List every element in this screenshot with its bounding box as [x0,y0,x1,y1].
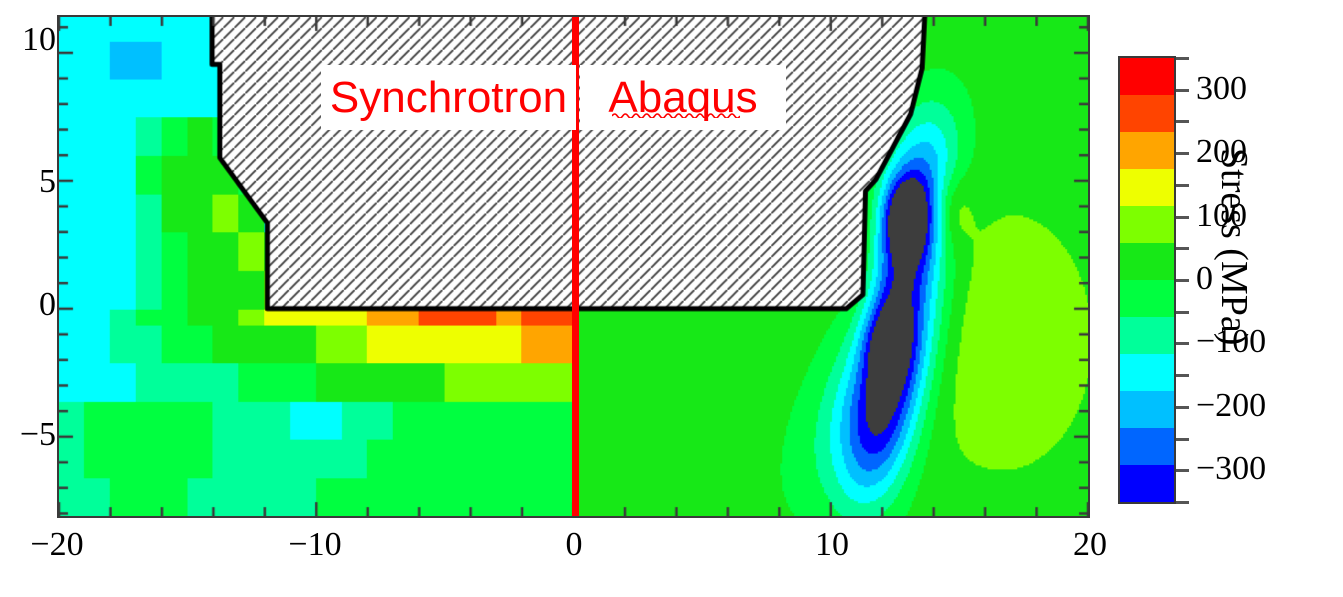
x-tick-label--20: −20 [30,526,84,563]
abaqus-label-box: Abaqus [580,65,786,130]
colorbar-tick [1176,88,1189,92]
x-tick-label-10: 10 [815,526,849,563]
colorbar-tick [1176,374,1189,378]
colorbar-band [1120,206,1174,243]
colorbar-band [1120,354,1174,391]
y-tick-label-0: 0 [39,286,56,323]
colorbar-tick [1176,120,1189,124]
colorbar-band [1120,391,1174,428]
colorbar-tick [1176,501,1189,504]
colorbar-tick [1176,183,1189,187]
colorbar-band [1120,428,1174,465]
colorbar-tick [1176,279,1189,282]
spellcheck-squiggle-icon [612,113,740,118]
colorbar-band [1120,58,1174,95]
colorbar [1118,56,1176,504]
abaqus-label: Abaqus [608,72,758,122]
colorbar-band [1120,132,1174,169]
y-tick-label-10: 10 [22,21,56,58]
x-tick-label-0: 0 [565,526,583,563]
y-tick-label--5: −5 [19,416,56,453]
colorbar-band [1120,95,1174,132]
colorbar-tick [1176,342,1189,346]
main-plot-area: Synchrotron Abaqus [57,15,1090,518]
colorbar-band [1120,317,1174,354]
colorbar-tick-label: −300 [1196,450,1267,488]
colorbar-tick-label: 100 [1196,196,1247,234]
colorbar-group: 300 200 100 0 −100 −200 −300 Stress (MPa) [1118,56,1343,506]
colorbar-band [1120,243,1174,280]
colorbar-tick [1176,437,1189,441]
colorbar-band [1120,169,1174,206]
colorbar-tick [1176,152,1189,156]
synchrotron-label-box: Synchrotron [321,65,576,130]
colorbar-tick [1176,469,1189,473]
colorbar-tick [1176,247,1189,251]
x-tick-label-20: 20 [1073,526,1107,563]
colorbar-tick-label: 200 [1196,133,1247,171]
colorbar-tick-label: 0 [1196,260,1213,297]
synchrotron-label: Synchrotron [329,72,568,122]
colorbar-tick-label: −200 [1196,386,1267,424]
colorbar-tick-label: −100 [1196,323,1267,361]
colorbar-tick-label: 300 [1196,69,1247,107]
colorbar-band [1120,465,1174,502]
colorbar-tick [1176,405,1189,409]
x-tick-label--10: −10 [288,526,342,563]
colorbar-band [1120,280,1174,317]
colorbar-title: Stress (MPa) [1213,148,1255,346]
y-tick-label-5: 5 [39,163,56,200]
colorbar-tick [1176,215,1189,219]
colorbar-tick [1176,310,1189,314]
colorbar-tick [1176,57,1189,60]
panel-divider-line [572,17,579,516]
